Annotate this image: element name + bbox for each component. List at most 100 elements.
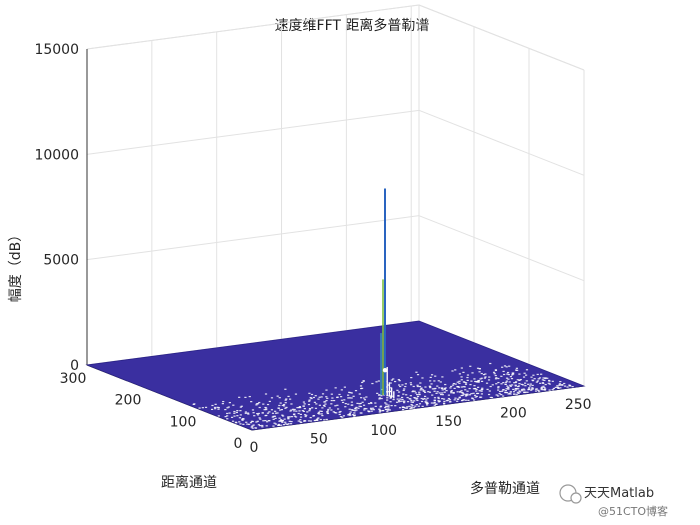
- surface-noise-mark: [540, 387, 543, 389]
- surface-noise-mark: [501, 390, 504, 392]
- surface-noise-mark: [546, 377, 549, 379]
- surface-noise-mark: [462, 393, 465, 395]
- surface-noise-mark: [425, 401, 429, 403]
- surface-noise-mark: [297, 420, 300, 422]
- surface-noise-mark: [309, 396, 312, 399]
- surface-noise-mark: [541, 386, 544, 388]
- surface-noise-mark: [249, 422, 253, 424]
- surface-noise-mark: [561, 384, 564, 386]
- surface-noise-mark: [487, 379, 491, 381]
- surface-noise-mark: [454, 397, 457, 399]
- surface-noise-mark: [318, 396, 321, 398]
- surface-noise-mark: [270, 397, 274, 399]
- surface-noise-mark: [518, 390, 521, 392]
- surface-noise-mark: [309, 420, 313, 422]
- surface-noise-mark: [372, 409, 375, 411]
- surface-noise-mark: [256, 420, 259, 422]
- surface-noise-mark: [571, 386, 574, 388]
- surface-noise-mark: [320, 413, 323, 415]
- surface-noise-mark: [452, 382, 455, 385]
- surface-noise-mark: [233, 412, 236, 414]
- surface-noise-mark: [277, 407, 280, 409]
- surface-noise-mark: [460, 379, 463, 381]
- surface-noise-mark: [400, 400, 403, 402]
- surface-noise-mark: [284, 388, 287, 390]
- surface-noise-mark: [426, 397, 429, 399]
- surface-noise-mark: [351, 404, 354, 406]
- surface-noise-mark: [480, 372, 483, 375]
- surface-noise-mark: [433, 402, 436, 404]
- surface-noise-mark: [418, 391, 421, 393]
- surface-noise-mark: [246, 423, 249, 425]
- surface-noise-mark: [265, 421, 269, 423]
- surface-noise-mark: [261, 424, 264, 427]
- z-tick-label: 5000: [43, 253, 79, 269]
- surface-noise-mark: [497, 387, 500, 389]
- surface-noise-mark: [523, 372, 526, 374]
- x-tick-label: 200: [500, 406, 527, 422]
- surface-noise-mark: [326, 412, 330, 415]
- surface-noise-mark: [399, 385, 402, 388]
- surface-noise-mark: [287, 418, 290, 420]
- surface-noise-mark: [471, 372, 474, 374]
- surface-noise-mark: [514, 384, 517, 386]
- surface-noise-mark: [460, 376, 463, 378]
- surface-noise-mark: [290, 420, 293, 423]
- surface-noise-mark: [446, 399, 450, 401]
- surface-noise-mark: [356, 402, 359, 404]
- surface-noise-mark: [421, 389, 425, 391]
- surface-noise-mark: [251, 427, 254, 429]
- surface-noise-mark: [355, 406, 358, 409]
- surface-noise-mark: [522, 376, 526, 378]
- surface-noise-mark: [416, 399, 419, 402]
- surface-noise-mark: [422, 398, 425, 400]
- surface-noise-mark: [266, 412, 270, 414]
- surface-noise-mark: [287, 416, 290, 418]
- surface-noise-mark: [474, 388, 477, 390]
- surface-noise-mark: [540, 373, 543, 375]
- surface-noise-mark: [510, 378, 514, 380]
- surface-noise-mark: [323, 405, 326, 407]
- surface-noise-mark: [398, 384, 401, 386]
- surface-noise-mark: [321, 393, 325, 395]
- surface-noise-mark: [453, 399, 456, 401]
- surface-noise-mark: [502, 395, 505, 397]
- surface-noise-mark: [406, 406, 409, 408]
- surface-noise-mark: [233, 415, 236, 417]
- surface-noise-mark: [282, 405, 286, 407]
- surface-noise-mark: [289, 410, 292, 412]
- surface-noise-mark: [378, 408, 381, 410]
- surface-noise-mark: [530, 389, 533, 391]
- surface-noise-mark: [313, 401, 316, 403]
- surface-noise-mark: [290, 403, 293, 405]
- surface-noise-mark: [538, 390, 541, 392]
- surface-noise-mark: [423, 395, 427, 397]
- surface-noise-mark: [514, 381, 518, 383]
- watermark-sub: @51CTO博客: [598, 504, 668, 518]
- surface-noise-mark: [409, 398, 412, 400]
- surface-noise-mark: [303, 408, 306, 410]
- surface-noise-mark: [473, 385, 476, 387]
- surface-noise-mark: [357, 407, 360, 409]
- surface-noise-mark: [409, 407, 412, 410]
- surface-noise-mark: [531, 384, 534, 387]
- surface-noise-mark: [551, 380, 554, 382]
- surface-noise-mark: [419, 382, 422, 384]
- surface-noise-mark: [425, 403, 429, 405]
- surface-noise-mark: [308, 410, 311, 412]
- surface-noise-mark: [551, 389, 554, 391]
- surface-noise-mark: [321, 414, 324, 417]
- surface-noise-mark: [464, 383, 468, 385]
- surface-noise-mark: [332, 399, 336, 402]
- surface-noise-mark: [281, 415, 285, 417]
- surface-noise-mark: [384, 408, 388, 411]
- surface-noise-mark: [494, 369, 497, 371]
- surface-noise-mark: [443, 391, 446, 393]
- surface-noise-mark: [443, 388, 446, 390]
- surface-noise-mark: [338, 413, 341, 416]
- surface-noise-mark: [210, 408, 214, 411]
- surface-noise-mark: [298, 405, 302, 408]
- surface-noise-mark: [239, 414, 242, 416]
- surface-noise-mark: [416, 384, 419, 386]
- surface-noise-mark: [258, 406, 261, 409]
